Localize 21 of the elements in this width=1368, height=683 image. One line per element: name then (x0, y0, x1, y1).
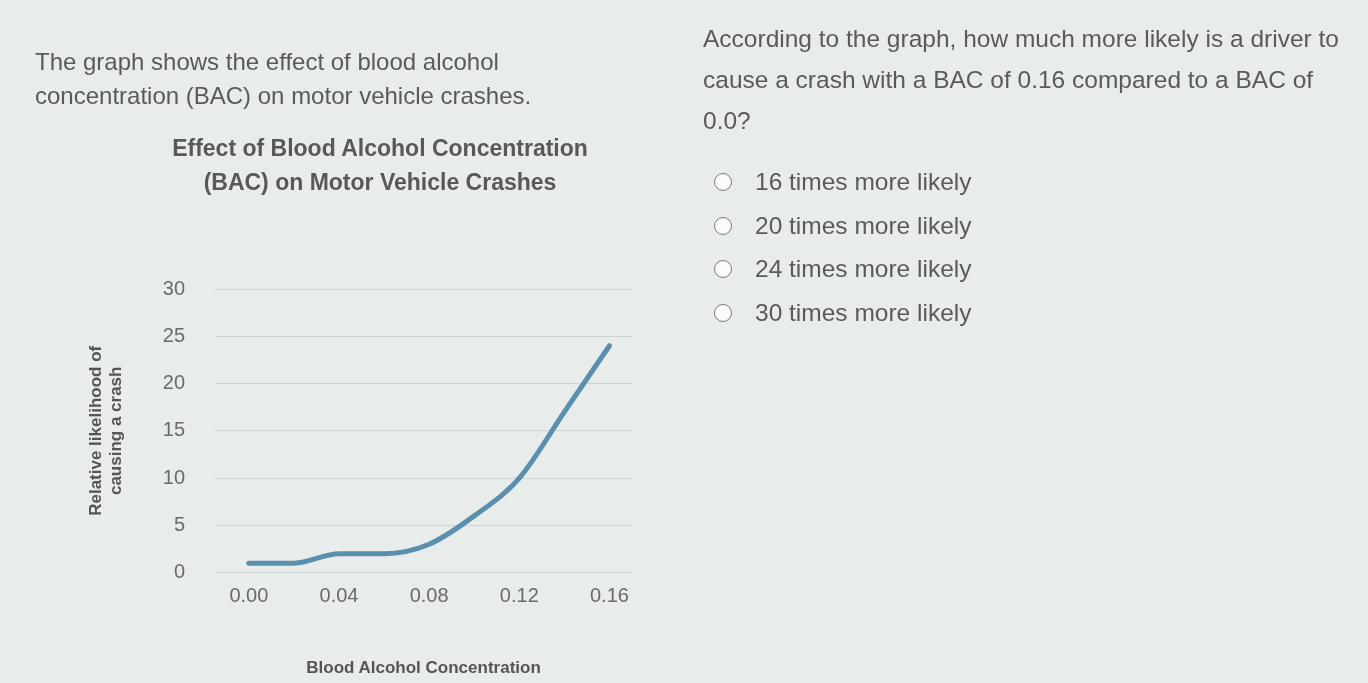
y-tick-label: 30 (162, 276, 186, 299)
text: According to the graph, how much more likely is a driver to cause a crash with a BAC of 0.16 compared to a BAC of 0.0? (703, 24, 1340, 136)
y-tick-label: 10 (162, 465, 186, 488)
x-tick-label: 0.04 (319, 584, 359, 607)
y-tick-label: 25 (162, 323, 186, 346)
text: 20 times more likely (755, 210, 972, 241)
y-tick-label: 15 (162, 418, 186, 441)
text: 30 times more likely (755, 297, 972, 328)
text: The graph shows the effect of blood alcohol concentration (BAC) on motor vehicle crashes. (35, 47, 533, 111)
y-tick-label: 5 (173, 512, 186, 535)
x-tick-label: 0.16 (589, 584, 629, 607)
chart-title: Effect of Blood Alcohol Concentration (BAC) on Motor Vehicle Crashes (171, 134, 589, 197)
text: 16 times more likely (755, 167, 972, 197)
y-tick-label: 20 (162, 371, 186, 394)
x-tick-label: 0.08 (409, 584, 449, 607)
x-tick-label: 0.12 (499, 584, 539, 607)
y-axis-title: Relative likelihood of causing a crash (85, 345, 126, 516)
text: 24 times more likely (755, 254, 972, 284)
x-tick-label: 0.00 (229, 584, 269, 607)
y-tick-label: 0 (173, 560, 186, 583)
x-axis-title: Blood Alcohol Concentration (306, 658, 541, 678)
